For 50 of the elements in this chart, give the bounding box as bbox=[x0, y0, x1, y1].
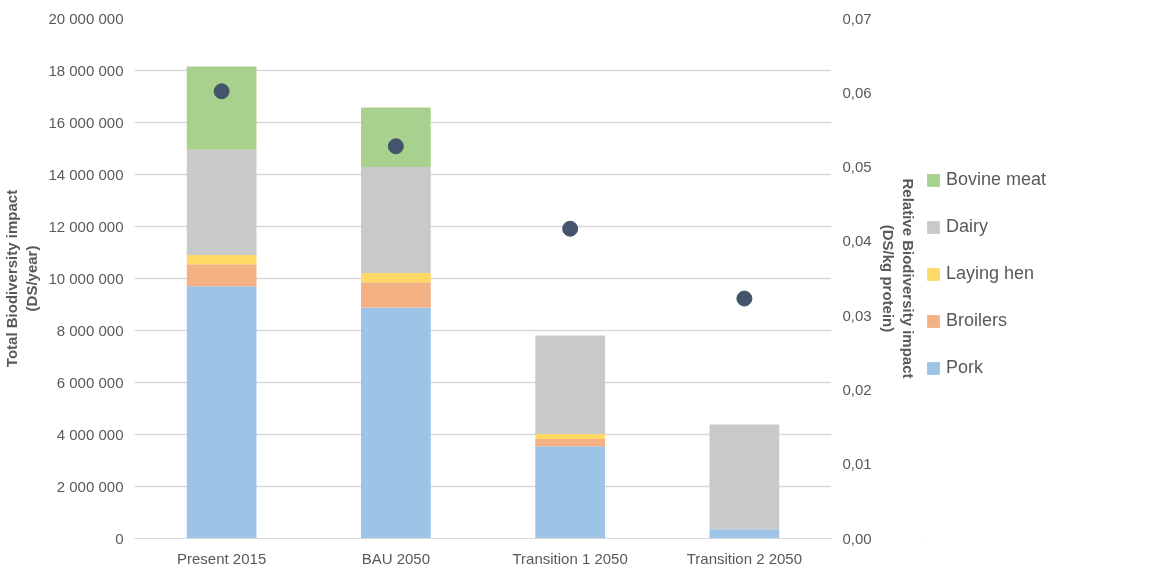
bar bbox=[186, 149, 257, 256]
y-tick-label: 12 000 000 bbox=[48, 218, 124, 235]
y2-tick-label: 0,06 bbox=[842, 83, 872, 101]
bar bbox=[361, 282, 431, 308]
point bbox=[562, 220, 579, 237]
legend-label: Laying hen bbox=[946, 263, 1035, 284]
bar bbox=[361, 307, 431, 539]
bar bbox=[186, 286, 257, 539]
bar bbox=[535, 438, 605, 447]
y2-tick-label: 0,03 bbox=[842, 306, 872, 324]
y2-tick-label: 0,01 bbox=[842, 455, 872, 473]
y-tick-label: 18 000 000 bbox=[48, 62, 124, 79]
y-tick-label: 10 000 000 bbox=[48, 270, 124, 287]
bar bbox=[186, 255, 257, 265]
legend-label: Broilers bbox=[946, 310, 1008, 331]
point bbox=[736, 290, 753, 307]
legend-label: Dairy bbox=[946, 216, 989, 237]
bar bbox=[535, 335, 605, 434]
y2-axis-title: Relative Biodiversity impact (DS/kg protein) bbox=[879, 178, 918, 379]
y-tick-label: 4 000 000 bbox=[56, 426, 124, 443]
bar bbox=[535, 433, 605, 439]
bar bbox=[361, 107, 431, 167]
bar bbox=[709, 424, 780, 530]
x-tick-label: Transition 1 2050 bbox=[512, 549, 628, 567]
legend-label: Pork bbox=[946, 357, 984, 378]
y-tick-label: 2 000 000 bbox=[56, 478, 124, 495]
bar bbox=[186, 66, 257, 150]
y-tick-label: 14 000 000 bbox=[48, 166, 124, 183]
x-tick-label: Transition 2 2050 bbox=[686, 549, 803, 567]
point bbox=[213, 83, 230, 100]
x-tick-label: BAU 2050 bbox=[361, 549, 431, 567]
point bbox=[387, 138, 404, 155]
y2-tick-label: 0,02 bbox=[842, 380, 872, 398]
bar bbox=[361, 273, 431, 283]
bar bbox=[186, 264, 257, 287]
bar bbox=[535, 446, 605, 539]
y2-tick-label: 0,04 bbox=[842, 232, 872, 250]
y2-tick-label: 0,05 bbox=[842, 158, 872, 176]
y-tick-label: 8 000 000 bbox=[56, 322, 124, 339]
y2-tick-label: 0,07 bbox=[842, 9, 872, 27]
y-axis-title: Total Biodiversity impact (DS/year) bbox=[3, 189, 41, 368]
x-tick-label: Present 2015 bbox=[177, 549, 267, 567]
bar bbox=[709, 529, 780, 539]
bar bbox=[361, 166, 431, 274]
y-tick-label: 0 bbox=[115, 530, 124, 547]
y-tick-label: 20 000 000 bbox=[48, 10, 124, 27]
y-tick-label: 6 000 000 bbox=[56, 374, 124, 391]
y2-tick-label: 0,00 bbox=[842, 529, 872, 547]
legend-label: Bovine meat bbox=[946, 169, 1047, 190]
y-tick-label: 16 000 000 bbox=[48, 114, 124, 131]
